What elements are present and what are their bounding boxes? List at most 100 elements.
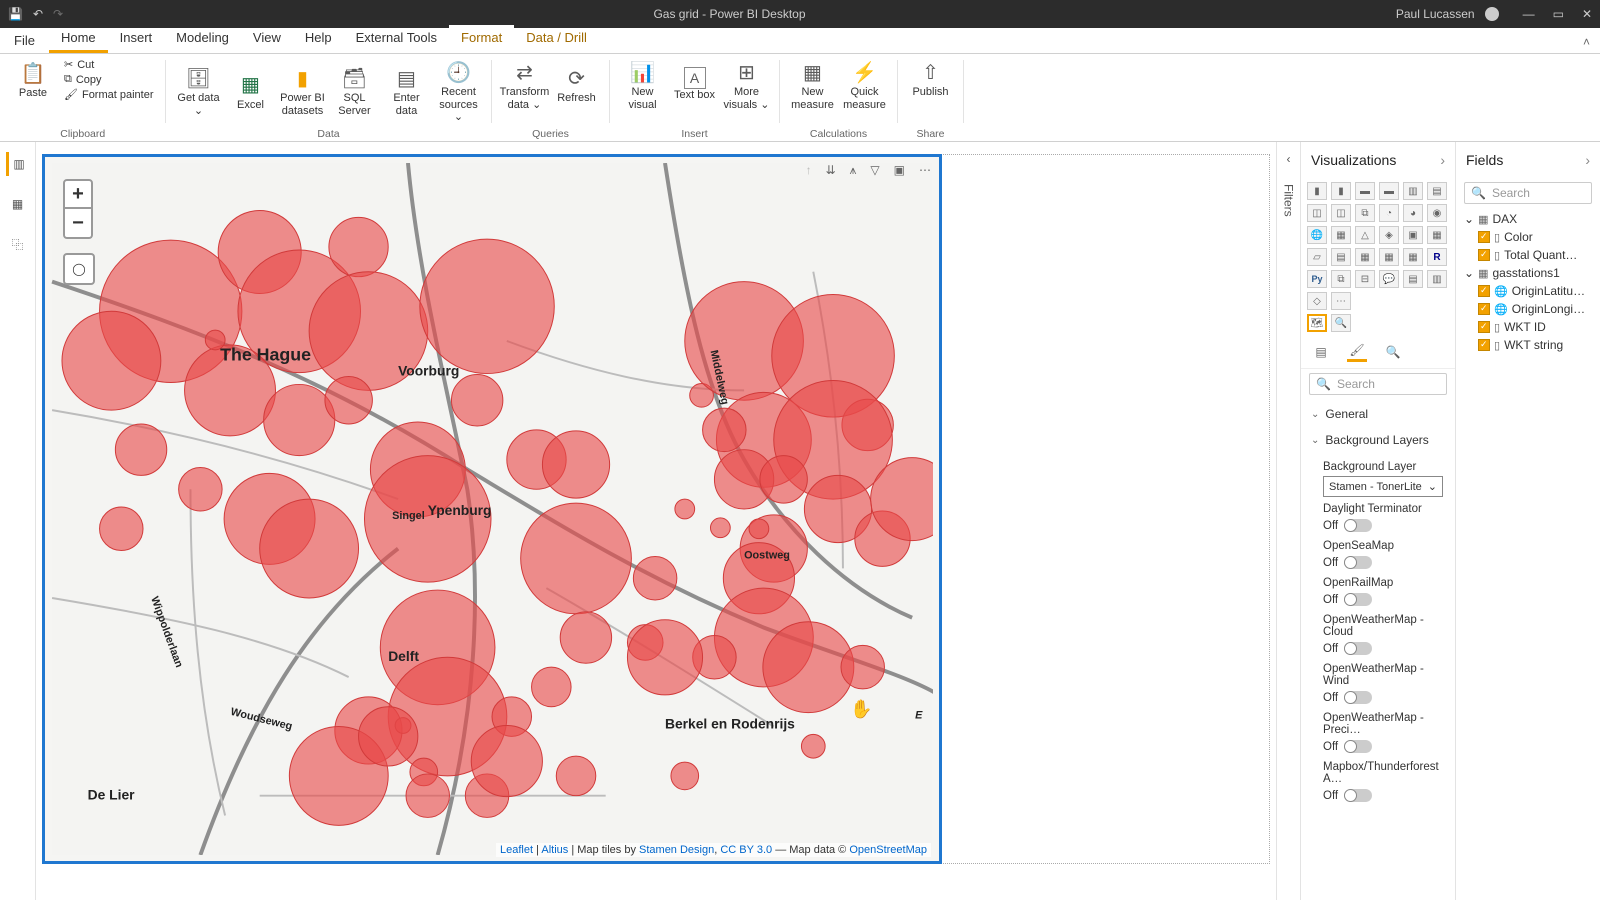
tab-modeling[interactable]: Modeling (164, 25, 241, 53)
close-icon[interactable]: ✕ (1582, 7, 1592, 21)
expand-icon[interactable]: ⩚ (850, 163, 857, 178)
layer-toggle[interactable] (1344, 593, 1372, 606)
map-bubble[interactable] (179, 467, 222, 510)
viz-type[interactable]: ◇ (1307, 292, 1327, 310)
viz-type[interactable]: ◈ (1379, 226, 1399, 244)
tab-help[interactable]: Help (293, 25, 344, 53)
field-checkbox[interactable] (1478, 249, 1490, 261)
focus-icon[interactable]: ▣ (894, 163, 905, 178)
map-bubble[interactable] (471, 725, 542, 796)
drill-down-icon[interactable]: ⇊ (826, 163, 836, 178)
zoom-out-button[interactable]: − (63, 209, 93, 239)
map-bubble[interactable] (406, 774, 449, 817)
layer-toggle[interactable] (1344, 740, 1372, 753)
cc-link[interactable]: CC BY 3.0 (720, 844, 772, 856)
file-tab[interactable]: File (0, 28, 49, 53)
viz-type[interactable]: ◔ (1379, 204, 1399, 222)
enter-data-button[interactable]: ▤Enter data (382, 62, 432, 119)
format-tab-icon[interactable]: 🖌 (1347, 342, 1367, 362)
viz-type[interactable]: ▬ (1379, 182, 1399, 200)
analytics-tab-icon[interactable]: 🔍 (1383, 342, 1403, 362)
map-bubble[interactable] (451, 375, 502, 426)
viz-type[interactable]: ▦ (1379, 248, 1399, 266)
map-bubble[interactable] (703, 408, 746, 451)
osm-link[interactable]: OpenStreetMap (849, 844, 927, 856)
tab-datadrill[interactable]: Data / Drill (514, 25, 599, 53)
excel-button[interactable]: ▦Excel (226, 69, 276, 114)
viz-type[interactable]: ◉ (1427, 204, 1447, 222)
lasso-select-button[interactable]: ◯ (63, 253, 95, 285)
report-canvas[interactable]: The Hague Voorburg Ypenburg Delft Berkel… (36, 142, 1276, 900)
cut-button[interactable]: ✂ Cut (64, 58, 154, 71)
viz-type-selected[interactable]: 🗺 (1307, 314, 1327, 332)
sql-server-button[interactable]: 🗃SQL Server (330, 62, 380, 119)
zoom-in-button[interactable]: + (63, 179, 93, 209)
field-item[interactable]: 🌐OriginLongi… (1474, 300, 1596, 318)
map-bubble[interactable] (675, 499, 695, 519)
map-visual[interactable]: The Hague Voorburg Ypenburg Delft Berkel… (42, 154, 942, 864)
viz-type[interactable]: ◕ (1403, 204, 1423, 222)
bg-layer-dropdown[interactable]: Stamen - TonerLite⌄ (1323, 476, 1443, 497)
map-bubble[interactable] (763, 622, 854, 713)
section-general[interactable]: ⌄General (1305, 401, 1451, 427)
viz-type[interactable]: ▤ (1427, 182, 1447, 200)
map-bubble[interactable] (627, 620, 702, 695)
map-bubble[interactable] (100, 507, 143, 550)
tab-home[interactable]: Home (49, 25, 108, 53)
fields-collapse-icon[interactable]: › (1585, 152, 1590, 168)
layer-toggle[interactable] (1344, 519, 1372, 532)
map-bubble[interactable] (841, 645, 884, 688)
viz-type[interactable]: ▥ (1427, 270, 1447, 288)
filters-expand-icon[interactable]: ‹ (1287, 152, 1291, 166)
viz-type[interactable]: ◫ (1307, 204, 1327, 222)
map-bubble[interactable] (329, 217, 388, 276)
field-item[interactable]: ▯Total Quant… (1474, 246, 1596, 264)
map-bubble[interactable] (521, 503, 632, 614)
map-svg[interactable]: The Hague Voorburg Ypenburg Delft Berkel… (51, 163, 933, 855)
map-bubble[interactable] (749, 519, 769, 539)
ribbon-collapse-icon[interactable]: ˄ (1573, 31, 1600, 53)
paste-button[interactable]: 📋Paste (8, 57, 58, 102)
report-view-icon[interactable]: ▥ (6, 152, 30, 176)
viz-type[interactable]: ▱ (1307, 248, 1327, 266)
viz-search[interactable]: 🔍 Search (1309, 373, 1447, 395)
layer-toggle[interactable] (1344, 691, 1372, 704)
field-checkbox[interactable] (1478, 231, 1490, 243)
tab-insert[interactable]: Insert (108, 25, 165, 53)
viz-type[interactable]: ▦ (1403, 248, 1423, 266)
map-bubble[interactable] (62, 311, 161, 410)
viz-type[interactable]: ▬ (1355, 182, 1375, 200)
save-icon[interactable]: 💾 (8, 7, 23, 21)
format-painter-button[interactable]: 🖌 Format painter (64, 88, 154, 101)
tab-view[interactable]: View (241, 25, 293, 53)
table-header[interactable]: ⌄▦DAX (1460, 210, 1596, 228)
model-view-icon[interactable]: ⿻ (6, 232, 30, 256)
viz-collapse-icon[interactable]: › (1440, 152, 1445, 168)
map-bubble[interactable] (359, 707, 418, 766)
viz-type[interactable]: ▮ (1307, 182, 1327, 200)
more-visuals-button[interactable]: ⊞More visuals ⌄ (722, 56, 772, 113)
field-item[interactable]: ▯WKT ID (1474, 318, 1596, 336)
viz-type[interactable]: ▦ (1427, 226, 1447, 244)
viz-type[interactable]: ▥ (1403, 182, 1423, 200)
field-checkbox[interactable] (1478, 339, 1490, 351)
layer-toggle[interactable] (1344, 556, 1372, 569)
field-checkbox[interactable] (1478, 303, 1490, 315)
maximize-icon[interactable]: ▭ (1553, 7, 1564, 21)
copy-button[interactable]: ⧉ Copy (64, 73, 154, 86)
viz-type[interactable]: ⊟ (1355, 270, 1375, 288)
map-bubble[interactable] (556, 756, 596, 796)
field-item[interactable]: 🌐OriginLatitu… (1474, 282, 1596, 300)
field-item[interactable]: ▯Color (1474, 228, 1596, 246)
map-bubble[interactable] (760, 456, 807, 503)
viz-type[interactable]: ◫ (1331, 204, 1351, 222)
new-visual-button[interactable]: 📊New visual (618, 56, 668, 113)
map-bubble[interactable] (364, 456, 491, 583)
map-bubble[interactable] (260, 499, 359, 598)
filters-pane-collapsed[interactable]: ‹ Filters (1276, 142, 1300, 900)
viz-type[interactable]: ⋯ (1331, 292, 1351, 310)
undo-icon[interactable]: ↶ (33, 7, 43, 21)
tab-format[interactable]: Format (449, 25, 514, 53)
stamen-link[interactable]: Stamen Design (639, 844, 714, 856)
pbi-datasets-button[interactable]: ▮Power BI datasets (278, 62, 328, 119)
